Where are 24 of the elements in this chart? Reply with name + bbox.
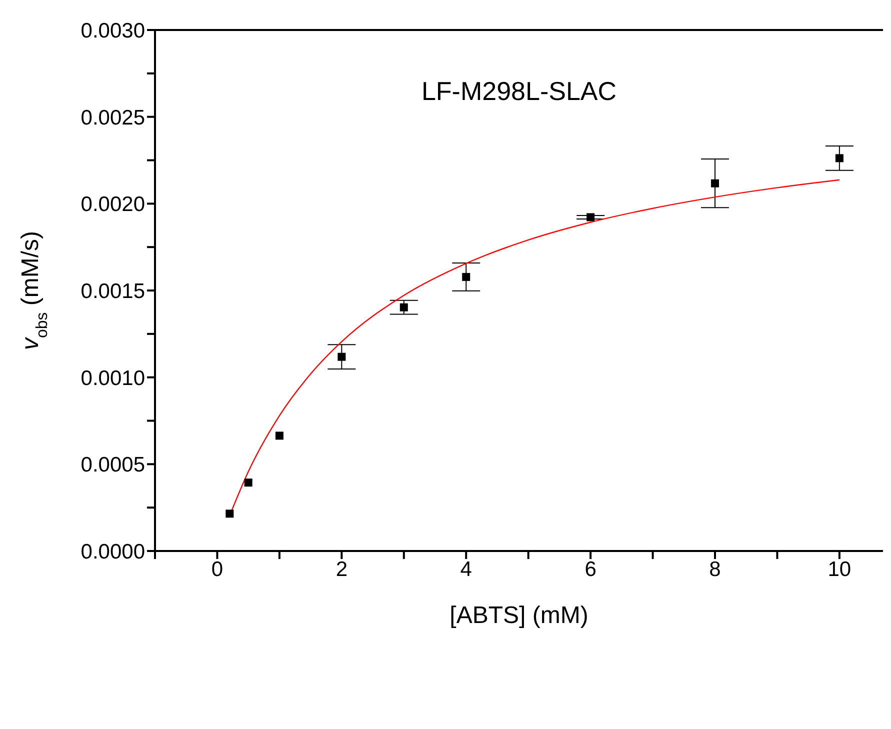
point (835, 154, 844, 162)
point (226, 510, 234, 518)
y-tick-label: 0.0025 (80, 106, 145, 130)
point (244, 478, 252, 487)
x-tick-label: 6 (584, 558, 596, 581)
y-tick-label: 0.0000 (80, 540, 145, 564)
y-tick-label: 0.0005 (80, 454, 145, 477)
point (338, 352, 346, 361)
y-tick-label: 0.0015 (80, 280, 145, 303)
point (462, 272, 470, 281)
x-axis-title: [ABTS] (mM) (450, 602, 588, 629)
x-tick-label: 10 (828, 558, 852, 581)
x-tick-label: 8 (709, 558, 721, 581)
y-tick-label: 0.0020 (80, 193, 145, 216)
text: LF-M298L-SLAC (420, 76, 618, 107)
x-tick-label: 2 (336, 558, 348, 581)
point (275, 432, 284, 440)
x-tick-label: 4 (460, 558, 472, 581)
x-tick-label: 0 (211, 558, 224, 581)
point (586, 213, 595, 222)
point (711, 179, 719, 188)
y-tick-label: 0.0030 (80, 19, 145, 42)
y-tick-label: 0.0010 (80, 366, 145, 390)
point (400, 303, 408, 312)
